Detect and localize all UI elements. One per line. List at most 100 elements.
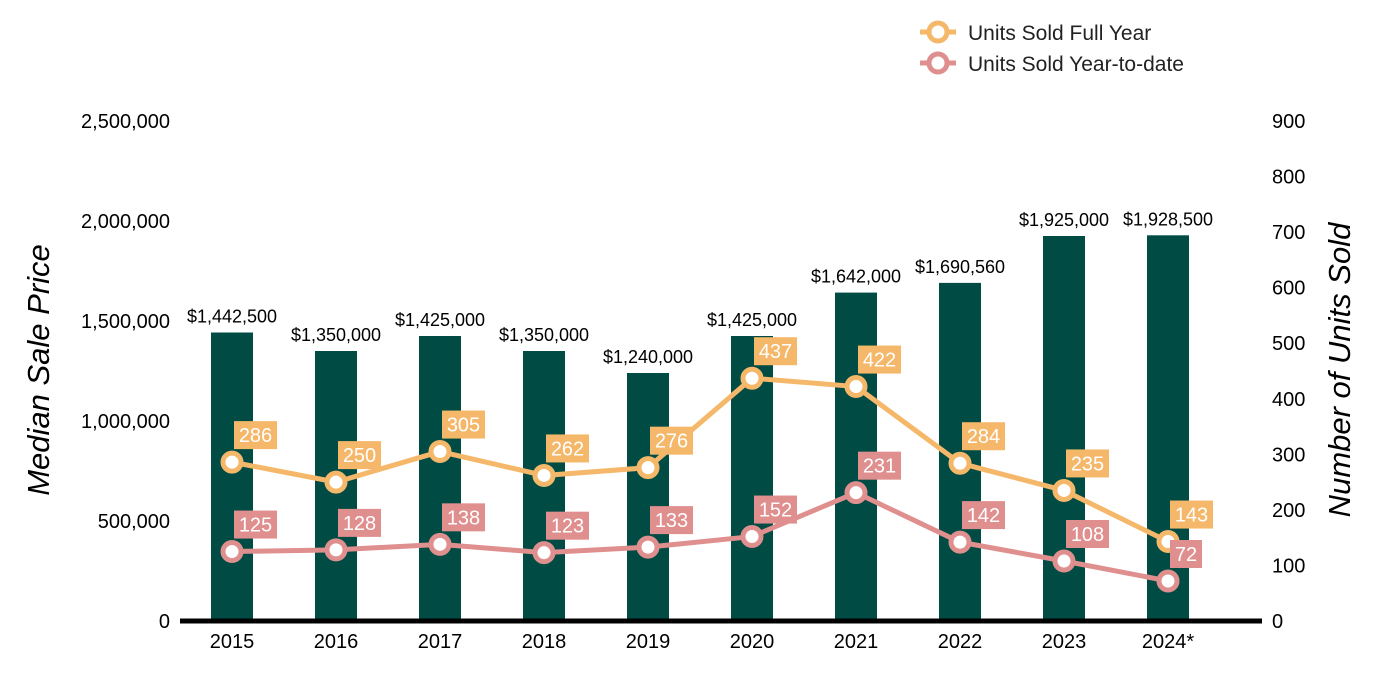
data-label-box bbox=[234, 510, 277, 539]
series-point bbox=[844, 375, 868, 399]
x-tick-label: 2022 bbox=[938, 631, 983, 653]
data-label: 305 bbox=[447, 415, 480, 437]
data-label: 128 bbox=[343, 513, 376, 535]
right-tick-label: 800 bbox=[1272, 167, 1305, 189]
right-axis-title: Number of Units Sold bbox=[1322, 221, 1357, 517]
series-point bbox=[740, 366, 764, 390]
series-point bbox=[1156, 569, 1180, 593]
data-label-box bbox=[650, 506, 693, 535]
right-tick-label: 0 bbox=[1272, 611, 1283, 633]
right-tick-label: 900 bbox=[1272, 111, 1305, 133]
bar-value-label: $1,925,000 bbox=[1019, 210, 1109, 230]
legend-label: Units Sold Full Year bbox=[968, 22, 1151, 45]
right-tick-label: 600 bbox=[1272, 278, 1305, 300]
series-point bbox=[324, 538, 348, 562]
left-tick-label: 500,000 bbox=[98, 511, 170, 533]
price-bar bbox=[627, 373, 669, 621]
series-point bbox=[428, 532, 452, 556]
data-label: 437 bbox=[759, 341, 792, 363]
data-label-box bbox=[442, 503, 485, 532]
left-tick-label: 2,500,000 bbox=[81, 111, 170, 133]
left-tick-label: 1,500,000 bbox=[81, 311, 170, 333]
series-point bbox=[532, 463, 556, 487]
data-label: 152 bbox=[759, 500, 792, 522]
series-point bbox=[948, 530, 972, 554]
data-label: 72 bbox=[1175, 544, 1197, 566]
data-label: 250 bbox=[343, 445, 376, 467]
right-tick-label: 300 bbox=[1272, 444, 1305, 466]
data-label: 138 bbox=[447, 507, 480, 529]
series-point bbox=[220, 540, 244, 564]
x-tick-label: 2015 bbox=[210, 631, 255, 653]
lines-layer: 286 250 305 262 276 437 422 284 235 143 125 128 138 1… bbox=[220, 337, 1213, 593]
data-label-box bbox=[546, 434, 589, 463]
data-label-box bbox=[1170, 540, 1202, 568]
data-label: 108 bbox=[1071, 524, 1104, 546]
right-y-axis: 0 100 200 300 400 500 600 700 800 900 bbox=[1272, 111, 1305, 633]
series-point bbox=[740, 525, 764, 549]
left-axis-title: Median Sale Price bbox=[21, 244, 56, 496]
right-tick-label: 500 bbox=[1272, 333, 1305, 355]
data-label: 143 bbox=[1175, 505, 1208, 527]
x-tick-label: 2024* bbox=[1142, 631, 1194, 653]
data-label-box bbox=[338, 441, 381, 470]
legend-label: Units Sold Year-to-date bbox=[968, 53, 1184, 76]
x-tick-label: 2016 bbox=[314, 631, 359, 653]
bar-value-label: $1,350,000 bbox=[291, 325, 381, 345]
left-tick-label: 0 bbox=[159, 611, 170, 633]
data-label-box bbox=[442, 410, 485, 439]
data-label: 231 bbox=[863, 456, 896, 478]
data-label-box bbox=[962, 422, 1005, 451]
data-label: 262 bbox=[551, 438, 584, 460]
left-y-axis: 0 500,000 1,000,000 1,500,000 2,000,000 2,500… bbox=[81, 111, 170, 633]
series-point bbox=[532, 541, 556, 565]
data-label: 125 bbox=[239, 515, 272, 537]
left-tick-label: 1,000,000 bbox=[81, 411, 170, 433]
price-bar bbox=[211, 332, 253, 621]
bar-value-label: $1,425,000 bbox=[707, 310, 797, 330]
data-label: 133 bbox=[655, 510, 688, 532]
data-label: 284 bbox=[967, 426, 1000, 448]
series-point bbox=[428, 440, 452, 464]
series-point bbox=[324, 470, 348, 494]
data-label-box bbox=[858, 451, 901, 480]
right-tick-label: 200 bbox=[1272, 500, 1305, 522]
x-tick-label: 2021 bbox=[834, 631, 879, 653]
x-tick-label: 2018 bbox=[522, 631, 567, 653]
data-label-box bbox=[754, 495, 797, 524]
series-point bbox=[636, 456, 660, 480]
x-axis: 2015 2016 2017 2018 2019 2020 2021 2022 2023 2024… bbox=[210, 631, 1195, 653]
bar-value-label: $1,690,560 bbox=[915, 257, 1005, 277]
right-tick-label: 400 bbox=[1272, 389, 1305, 411]
data-label: 286 bbox=[239, 425, 272, 447]
legend-marker bbox=[926, 20, 950, 44]
series-point bbox=[1052, 478, 1076, 502]
series-point bbox=[636, 535, 660, 559]
data-label: 123 bbox=[551, 516, 584, 538]
data-label: 142 bbox=[967, 505, 1000, 527]
data-label-box bbox=[1066, 449, 1109, 478]
series-point bbox=[948, 451, 972, 475]
data-label-box bbox=[234, 421, 277, 450]
data-label-box bbox=[858, 345, 901, 374]
price-bar bbox=[419, 336, 461, 621]
x-tick-label: 2020 bbox=[730, 631, 775, 653]
right-tick-label: 700 bbox=[1272, 222, 1305, 244]
series-point bbox=[220, 450, 244, 474]
bar-value-label: $1,442,500 bbox=[187, 307, 277, 327]
data-label-box bbox=[1170, 500, 1213, 529]
x-tick-label: 2019 bbox=[626, 631, 671, 653]
series-point bbox=[1052, 549, 1076, 573]
x-tick-label: 2023 bbox=[1042, 631, 1087, 653]
series-line bbox=[231, 490, 1169, 584]
bar-value-label: $1,350,000 bbox=[499, 325, 589, 345]
data-label: 422 bbox=[863, 350, 896, 372]
data-label-box bbox=[546, 511, 589, 540]
data-label-box bbox=[650, 426, 693, 455]
data-label-box bbox=[754, 337, 797, 366]
left-tick-label: 2,000,000 bbox=[81, 211, 170, 233]
bar-value-label: $1,928,500 bbox=[1123, 209, 1213, 229]
legend: Units Sold Full Year Units Sold Year-to-d… bbox=[920, 20, 1184, 76]
data-label-box bbox=[1066, 520, 1109, 548]
